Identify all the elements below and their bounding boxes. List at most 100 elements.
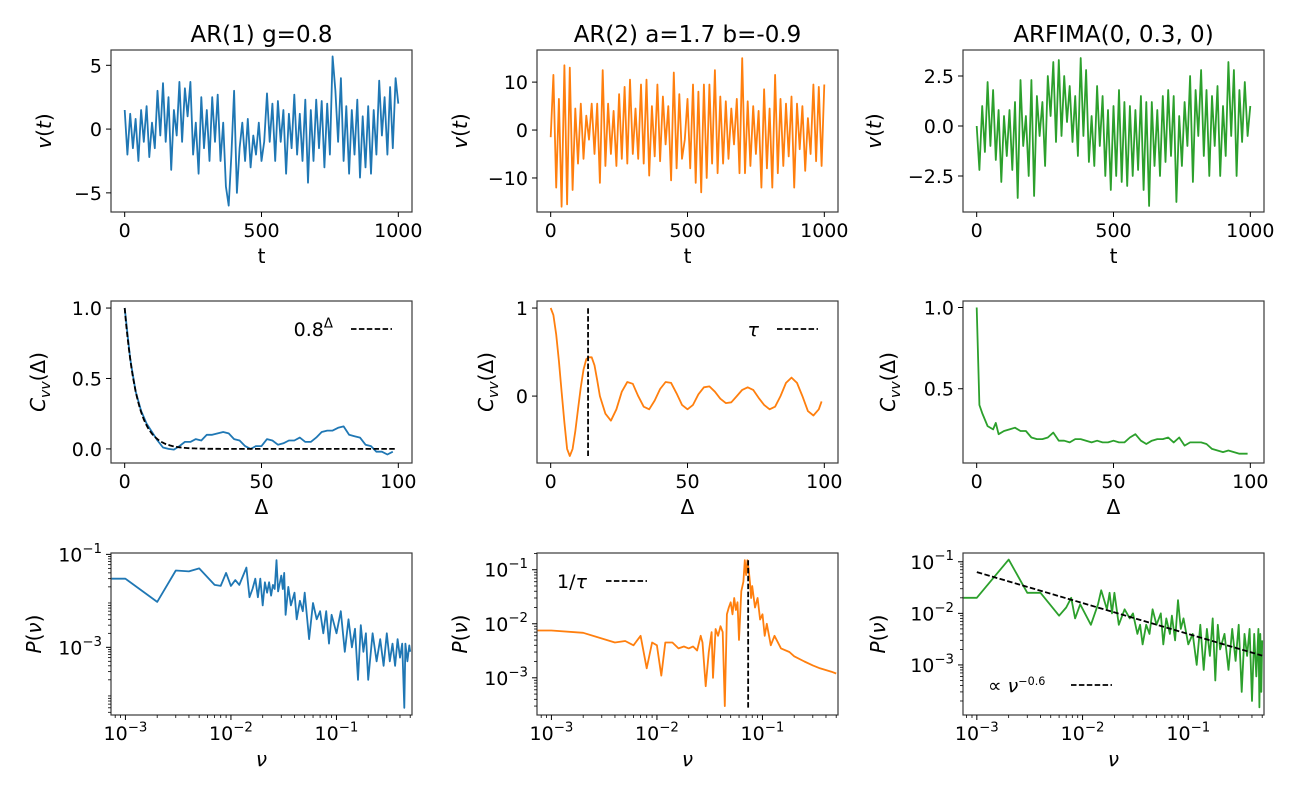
text-part: (Δ) [876, 352, 900, 381]
text-part: (Δ) [474, 352, 498, 381]
y-tick-label: 10−2 [910, 601, 954, 626]
x-tick-label: 1000 [1226, 220, 1274, 242]
y-tick-label: 0.0 [72, 439, 102, 461]
legend: 0.8Δ [294, 316, 392, 341]
series-line [549, 57, 826, 208]
text-part: P [866, 640, 890, 653]
text-part: ) [866, 615, 890, 623]
text-part: 0.8 [294, 319, 324, 341]
y-tick-label: 0 [516, 120, 528, 142]
text-part: Δ [1107, 495, 1121, 519]
subplot-3-3: 10−3 10−2 10−110−310−210−1νP(ν)∝ ν−0.6 [866, 549, 1265, 771]
text-part: ν [22, 622, 46, 633]
y-tick-label: 0 [90, 119, 102, 141]
text-part: C [26, 398, 50, 412]
x-axis-label: t [1110, 244, 1118, 268]
text-part: −3 [508, 665, 528, 680]
y-tick-label: 5 [90, 55, 102, 77]
y-tick-label: −10 [488, 168, 528, 190]
subplot-title: AR(2) a=1.7 b=-0.9 [574, 22, 802, 48]
text-part: v [32, 136, 56, 149]
subplot-2-2: 0 50 100 0 1 Δ Cvv(Δ) τ [474, 298, 842, 519]
text-part: ν [1108, 747, 1119, 771]
x-tick-label: 10−1 [741, 720, 785, 745]
text-part: v [862, 136, 886, 149]
y-axis-label: v(t) [448, 113, 472, 148]
plot-area [123, 307, 396, 456]
subplot-3-1: 10−3 10−2 10−110−310−1νP(ν) [22, 542, 413, 771]
text-part: −1 [339, 720, 359, 735]
text-part: −2 [1085, 720, 1105, 735]
x-tick-label: 500 [243, 220, 279, 242]
text-part: 10 [58, 637, 82, 659]
y-tick-label: 1.0 [72, 298, 102, 320]
text-part: −1 [82, 542, 102, 557]
text-part: vv [888, 381, 904, 398]
text-part: τ [748, 319, 760, 341]
plot-area [123, 55, 400, 207]
legend-label: τ [748, 319, 760, 341]
y-tick-label: 10−1 [58, 542, 102, 567]
y-tick-label: −2.5 [908, 166, 954, 188]
y-tick-label: 10−1 [910, 549, 954, 574]
text-part: −1 [934, 549, 954, 564]
text-part: ∝ [988, 675, 1008, 697]
x-tick-label: 100 [806, 471, 842, 493]
x-axis-label: t [258, 244, 266, 268]
subplot-title: AR(1) g=0.8 [190, 22, 332, 48]
y-tick-label: 1 [516, 298, 528, 320]
text-part: −3 [128, 720, 148, 735]
text-part: −1 [508, 557, 528, 572]
x-axis-label: ν [682, 747, 693, 771]
y-axis-label: P(ν) [448, 615, 472, 654]
legend: 1/τ [557, 571, 647, 593]
text-part: −3 [554, 720, 574, 735]
y-tick-label: 10−3 [58, 635, 102, 660]
text-part: ) [448, 615, 472, 623]
plot-area [963, 558, 1264, 709]
x-tick-label: 500 [669, 220, 705, 242]
y-axis-label: Cvv(Δ) [474, 352, 502, 412]
x-axis-label: ν [1108, 747, 1119, 771]
y-tick-label: 2.5 [924, 66, 954, 88]
x-tick-label: 10−3 [104, 720, 148, 745]
text-part: −3 [979, 720, 999, 735]
series-line [975, 307, 1248, 455]
text-part: t [448, 120, 472, 129]
text-part: −3 [934, 652, 954, 667]
y-axis-label: P(ν) [866, 615, 890, 654]
text-part: t [862, 120, 886, 129]
text-part: ( [448, 129, 472, 137]
legend-label: 0.8Δ [294, 316, 333, 341]
text-part: 10 [484, 614, 508, 636]
text-part: vv [38, 381, 54, 398]
text-part: t [684, 244, 692, 268]
plot-area [975, 307, 1248, 455]
subplot-3-2: 10−3 10−2 10−110−310−210−1νP(ν)1/τ [448, 552, 839, 771]
text-part: ) [22, 615, 46, 623]
text-part: 10 [910, 552, 934, 574]
x-tick-label: 0 [119, 471, 131, 493]
x-tick-label: 100 [1232, 471, 1268, 493]
y-tick-label: 1.0 [924, 297, 954, 319]
text-part: t [32, 120, 56, 129]
y-axis-label: Cvv(Δ) [876, 352, 904, 412]
y-tick-label: 10−3 [484, 665, 528, 690]
text-part: ( [862, 129, 886, 137]
text-part: 10 [530, 723, 554, 745]
axes-frame [962, 300, 1265, 464]
plot-area [975, 57, 1252, 207]
text-part: −2 [934, 601, 954, 616]
text-part: −0.6 [1018, 675, 1045, 688]
text-part: ν [1008, 675, 1019, 697]
text-part: 10 [955, 723, 979, 745]
y-tick-label: 10−1 [484, 557, 528, 582]
series-line [963, 558, 1264, 709]
text-part: τ [576, 571, 588, 593]
y-tick-label: 10−2 [484, 611, 528, 636]
y-tick-label: 0.5 [72, 368, 102, 390]
subplot-title: ARFIMA(0, 0.3, 0) [1013, 22, 1213, 48]
series-line [549, 307, 823, 457]
